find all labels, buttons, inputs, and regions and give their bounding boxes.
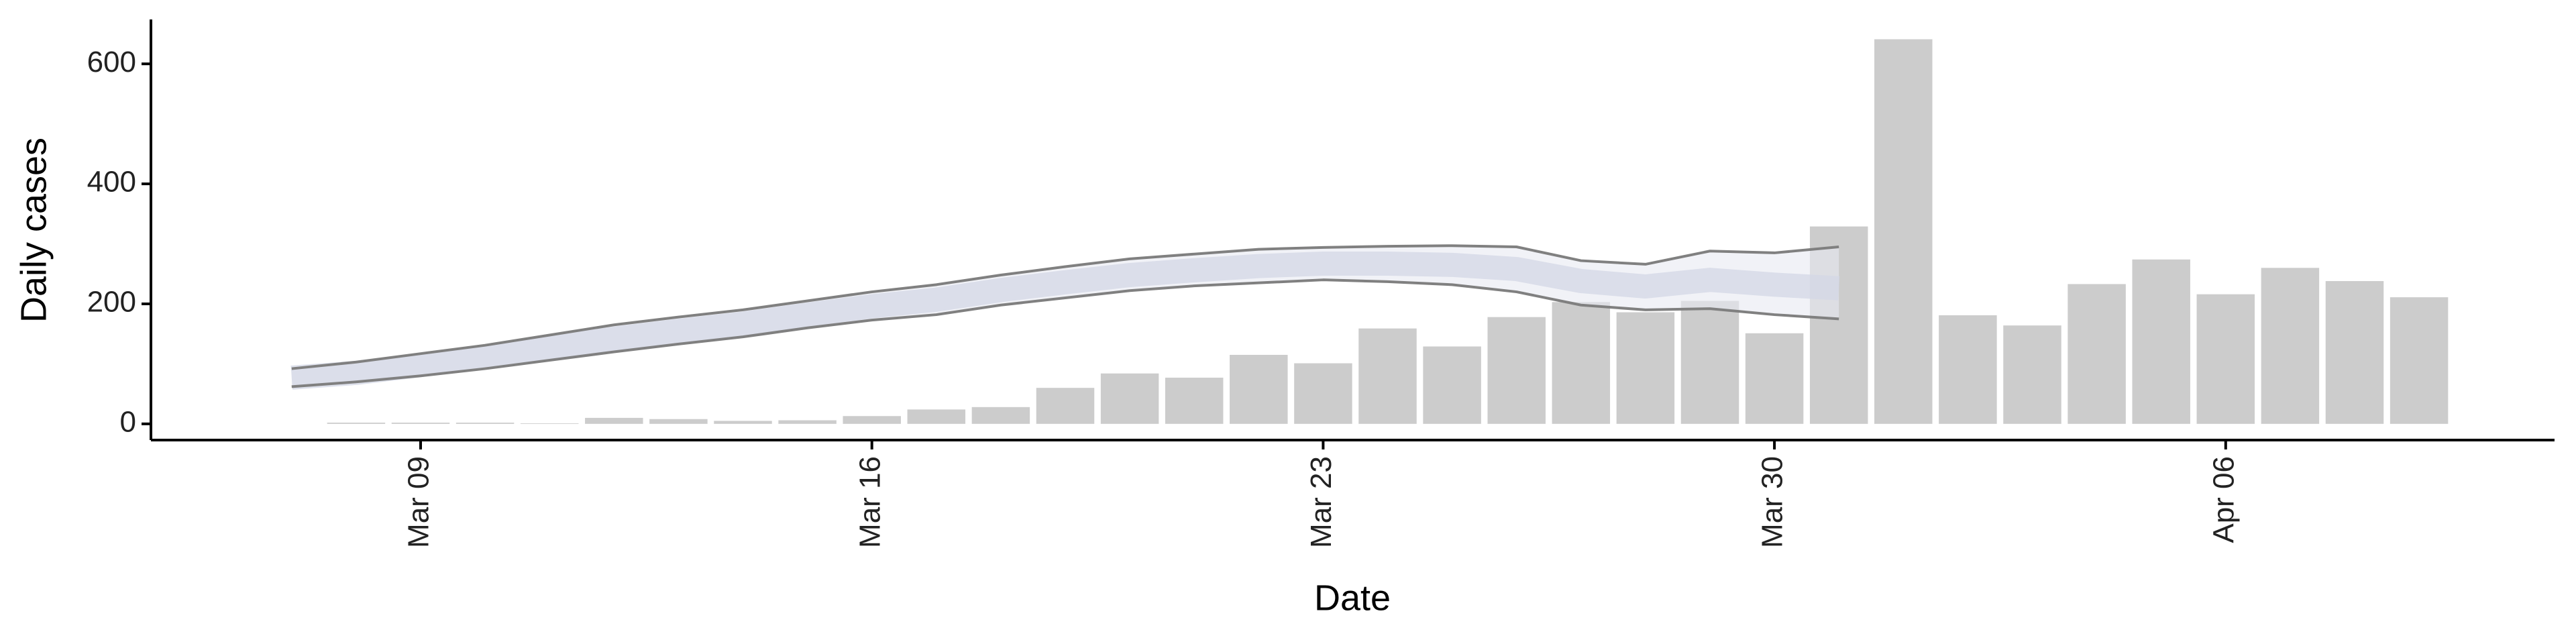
bar	[1358, 328, 1417, 424]
bar	[2261, 268, 2320, 424]
bar	[907, 409, 966, 424]
bar	[649, 419, 708, 424]
bar	[2390, 297, 2449, 424]
bar	[1874, 39, 1933, 424]
x-tick-label: Mar 23	[1305, 456, 1338, 548]
bar	[327, 423, 386, 424]
bar	[1230, 354, 1288, 424]
bar	[2325, 280, 2384, 424]
y-tick-label: 400	[87, 166, 136, 199]
bar	[1294, 363, 1352, 424]
bar	[1552, 302, 1611, 424]
y-axis-title: Daily cases	[13, 138, 54, 323]
line	[290, 252, 1840, 390]
x-tick-label: Mar 16	[853, 456, 886, 548]
bar	[778, 420, 837, 424]
bar	[1487, 317, 1546, 424]
line	[291, 278, 1839, 388]
bar	[1100, 373, 1159, 424]
bar	[1939, 315, 1997, 424]
y-tick-label: 200	[87, 286, 136, 319]
x-tick-label: Apr 06	[2207, 456, 2240, 543]
bar	[1165, 377, 1224, 424]
line	[291, 244, 1839, 370]
bar	[455, 423, 515, 424]
x-tick-label: Mar 09	[402, 456, 435, 548]
bar	[1036, 388, 1095, 424]
y-tick-label: 600	[87, 46, 136, 78]
y-tick-label: 0	[120, 405, 136, 438]
bar	[971, 407, 1030, 424]
x-tick-label: Mar 30	[1756, 456, 1789, 548]
bar	[843, 416, 901, 424]
bar	[1423, 346, 1481, 424]
bar	[520, 423, 579, 424]
bar	[391, 423, 450, 424]
bar	[585, 417, 643, 424]
bar	[1745, 333, 1804, 424]
bar	[1616, 312, 1675, 424]
x-axis-title: Date	[1314, 578, 1391, 618]
bar	[2132, 259, 2190, 424]
ribbon	[291, 246, 1839, 387]
bar	[2003, 325, 2061, 424]
bar	[1680, 301, 1739, 424]
bar	[714, 421, 772, 424]
bar	[2196, 294, 2255, 424]
bar	[2068, 284, 2126, 424]
